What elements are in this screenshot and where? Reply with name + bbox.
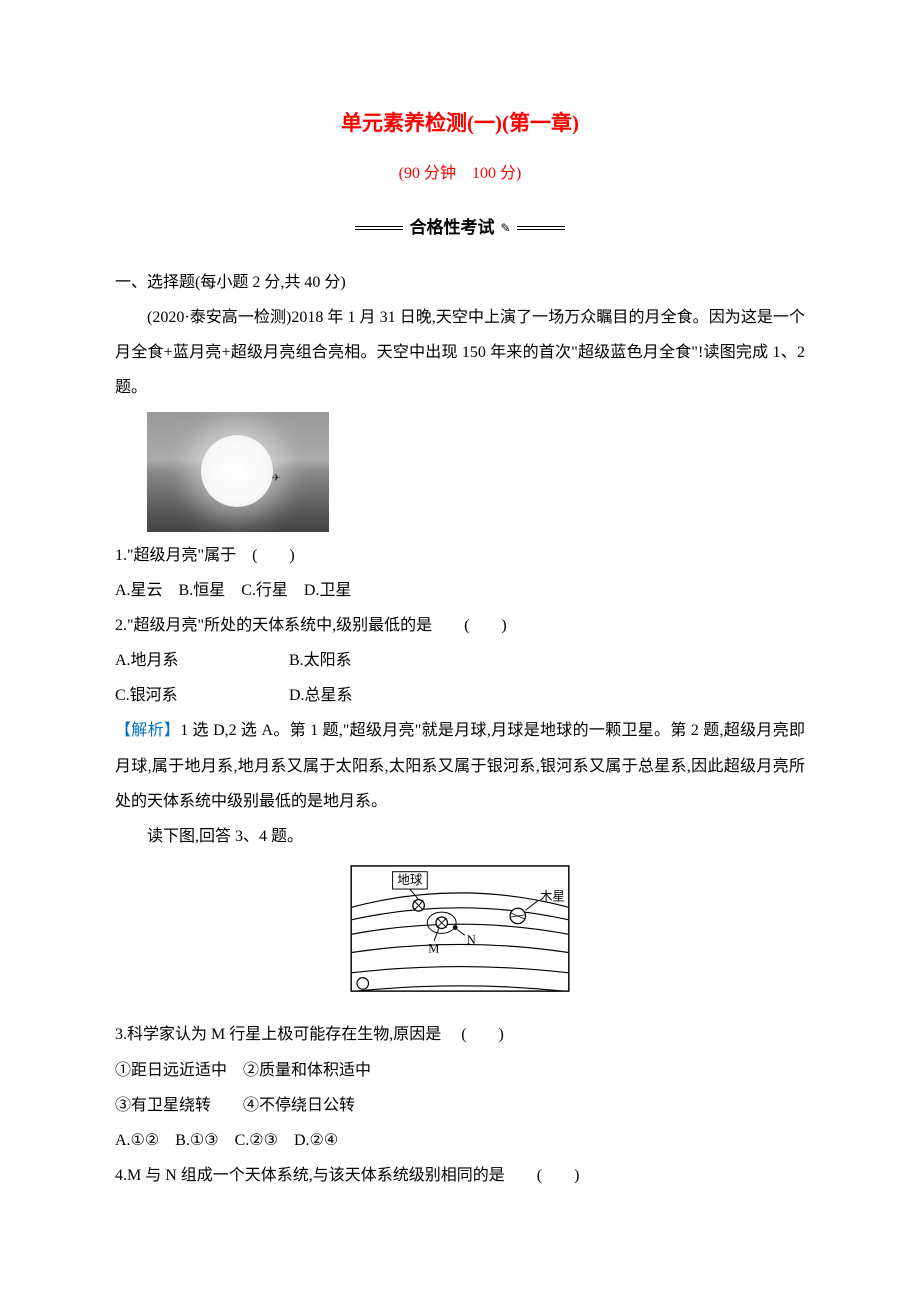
analysis-text: 1 选 D,2 选 A。第 1 题,"超级月亮"就是月球,月球是地球的一颗卫星。… <box>115 722 805 809</box>
q2-options: A.地月系 B.太阳系 C.银河系 D.总星系 <box>115 643 805 713</box>
section-label: 合格性考试 <box>409 209 494 246</box>
label-earth: 地球 <box>397 873 423 887</box>
label-n: N <box>467 933 476 947</box>
orbit-diagram: 地球 木星 M N <box>345 864 575 994</box>
q3-cond2: ③有卫星绕转 ④不停绕日公转 <box>115 1088 805 1123</box>
q3-cond1: ①距日远近适中 ②质量和体积适中 <box>115 1053 805 1088</box>
q2-optA: A.地月系 <box>115 643 285 678</box>
part1-heading: 一、选择题(每小题 2 分,共 40 分) <box>115 265 805 300</box>
decor-lines-right <box>517 226 565 230</box>
label-m: M <box>428 942 439 956</box>
plane-icon: ✈ <box>272 468 280 490</box>
q2-optC: C.银河系 <box>115 678 285 713</box>
analysis-12: 【解析】1 选 D,2 选 A。第 1 题,"超级月亮"就是月球,月球是地球的一… <box>115 713 805 819</box>
moon-figure: ✈ <box>147 412 329 532</box>
decor-lines-left <box>355 226 403 230</box>
q3-options: A.①② B.①③ C.②③ D.②④ <box>115 1123 805 1158</box>
passage2: 读下图,回答 3、4 题。 <box>115 819 805 854</box>
intro-passage: (2020·泰安高一检测)2018 年 1 月 31 日晚,天空中上演了一场万众… <box>115 300 805 406</box>
q1-options: A.星云 B.恒星 C.行星 D.卫星 <box>115 573 805 608</box>
exam-time-score: (90 分钟 100 分) <box>115 156 805 191</box>
q4-stem: 4.M 与 N 组成一个天体系统,与该天体系统级别相同的是 ( ) <box>115 1158 805 1193</box>
orbit-diagram-container: 地球 木星 M N <box>115 864 805 1007</box>
exam-title: 单元素养检测(一)(第一章) <box>115 100 805 146</box>
pencil-icon: ✎ <box>500 215 510 241</box>
q2-optD: D.总星系 <box>289 687 353 704</box>
analysis-label: 【解析】 <box>115 722 180 739</box>
label-jupiter: 木星 <box>540 890 565 904</box>
q2-stem: 2."超级月亮"所处的天体系统中,级别最低的是 ( ) <box>115 608 805 643</box>
q2-optB: B.太阳系 <box>289 652 352 669</box>
q3-stem: 3.科学家认为 M 行星上极可能存在生物,原因是 ( ) <box>115 1017 805 1052</box>
section-header: 合格性考试 ✎ <box>115 209 805 246</box>
q1-stem: 1."超级月亮"属于 ( ) <box>115 538 805 573</box>
